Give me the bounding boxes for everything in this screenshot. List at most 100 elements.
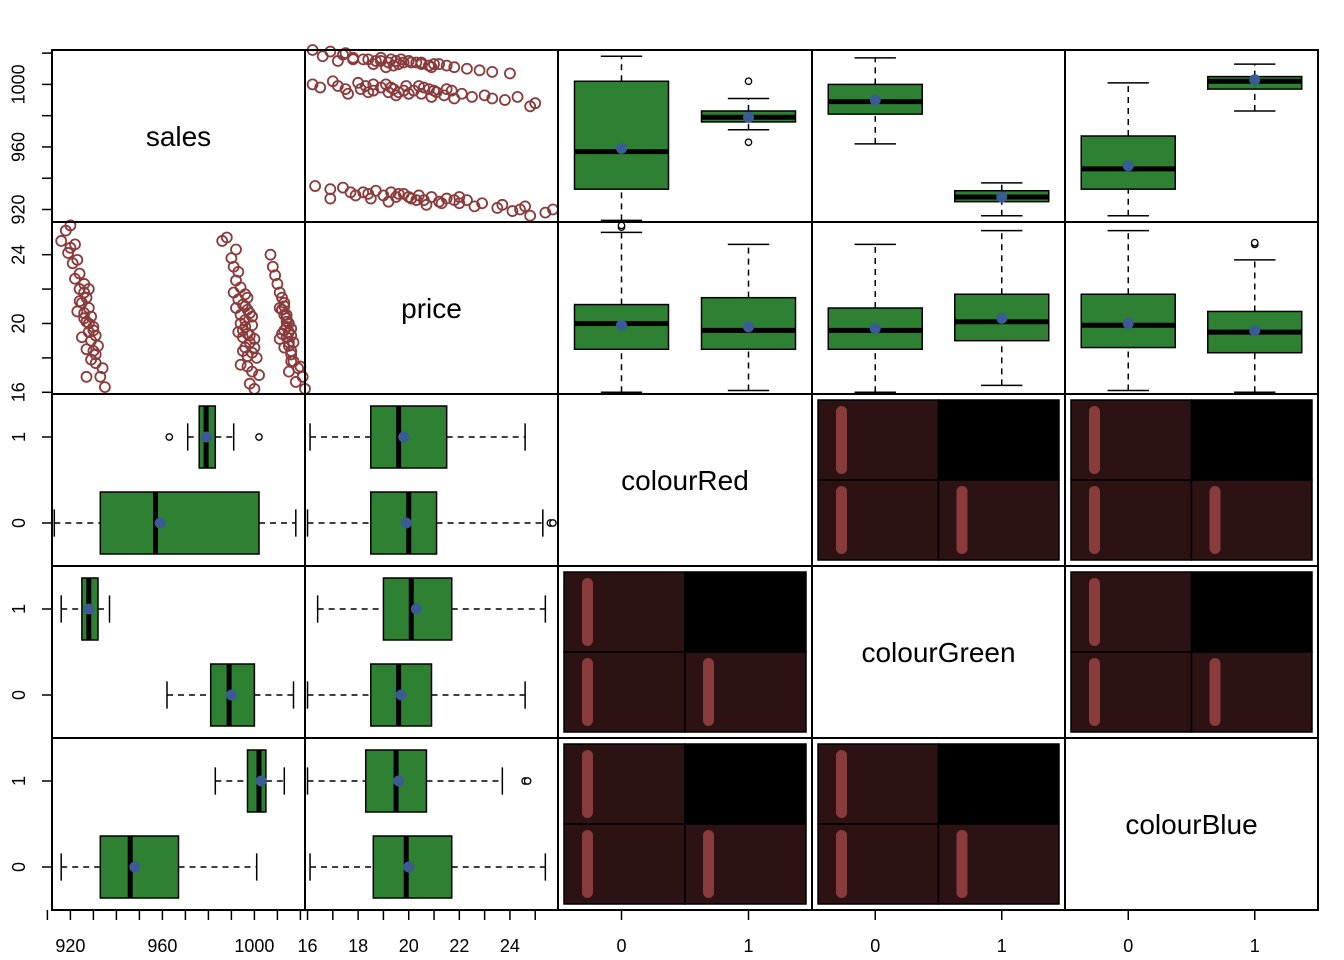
scatter-point [285, 322, 298, 335]
x-tick-label-binary: 1 [1250, 936, 1260, 956]
mosaic-bar-0 [1089, 578, 1100, 646]
mosaic-bar-2 [582, 658, 593, 726]
mean-dot [410, 603, 422, 615]
scatter-point [94, 370, 107, 383]
scatter-point [352, 76, 365, 89]
box-group-0 [573, 80, 670, 190]
x-tick-label-binary: 1 [997, 936, 1007, 956]
scatter-panel-price-vs-sales [306, 44, 559, 222]
scatter-point [418, 81, 430, 94]
mosaic-cell-1 [937, 399, 1060, 481]
y-tick-label-sales: 920 [9, 194, 29, 224]
mosaic-bar-2 [1089, 658, 1100, 726]
mosaic-cell-1 [684, 571, 807, 653]
mosaic-panel-colourGreen-colourBlue [1070, 571, 1313, 733]
mean-dot [200, 431, 212, 443]
scatter-point [402, 87, 415, 100]
x-tick-label-price: 16 [298, 936, 318, 956]
mosaic-bar-0 [836, 750, 847, 818]
outlier-point [165, 433, 174, 441]
mosaic-bar-0 [582, 750, 593, 818]
scatter-point [405, 192, 418, 205]
scatter-point [461, 194, 473, 207]
mean-dot [1122, 160, 1134, 172]
x-tick-label-binary: 1 [743, 936, 753, 956]
mosaic-cell-1 [937, 743, 1060, 825]
scatter-point [324, 192, 337, 205]
mosaic-bar-3 [703, 830, 714, 898]
scatter-point [230, 243, 242, 256]
mean-dot [129, 861, 141, 873]
y-tick-label-binary: 1 [9, 432, 29, 442]
scatter-point [473, 64, 486, 77]
scatter-point [504, 67, 516, 80]
scatter-point [73, 295, 86, 308]
scatter-point [276, 327, 288, 340]
scatter-point [524, 100, 537, 113]
mean-dot [996, 312, 1008, 324]
outlier-point [744, 138, 753, 147]
box-panel-price-by-colourBlue [1080, 229, 1303, 394]
scatter-point [506, 205, 519, 217]
x-tick-label-sales: 960 [147, 936, 177, 956]
y-tick-label-binary: 1 [9, 604, 29, 614]
scatter-point [99, 381, 111, 394]
diagonal-label-price: price [401, 293, 462, 324]
scatter-point [486, 65, 499, 78]
scatter-point [248, 341, 261, 354]
panel-border [51, 221, 306, 395]
scatter-point [453, 191, 466, 203]
scatter-point [80, 343, 93, 356]
scatter-point [278, 341, 291, 354]
scatter-point [78, 312, 91, 325]
mean-dot [83, 603, 95, 615]
scatter-point [466, 91, 478, 103]
scatter-point [425, 61, 438, 74]
x-tick-label-binary: 0 [1123, 936, 1133, 956]
scatter-point [232, 326, 245, 338]
mosaic-bar-0 [836, 406, 847, 474]
mean-dot [616, 319, 627, 331]
scatter-point [89, 348, 102, 361]
box-panel-price-by-colourRed [573, 221, 797, 394]
diagonal-label-colourRed: colourRed [621, 465, 749, 496]
mosaic-panel-colourBlue-colourRed [563, 743, 807, 905]
y-tick-label-sales: 960 [9, 132, 29, 162]
scatter-point [387, 59, 400, 72]
mean-dot [225, 689, 237, 701]
scatter-point [397, 56, 410, 69]
box-panel-colourRed-by-sales [53, 405, 297, 555]
diagonal-label-sales: sales [146, 121, 211, 152]
y-tick-label-price: 24 [9, 245, 29, 265]
scatter-point [64, 219, 77, 232]
mosaic-bar-3 [1209, 658, 1221, 726]
scatter-point [367, 84, 380, 97]
scatter-point [55, 235, 68, 247]
mean-dot [996, 191, 1008, 203]
scatter-point [82, 283, 95, 295]
scatter-point [243, 377, 256, 390]
mean-dot [403, 861, 415, 873]
mosaic-bar-0 [1089, 406, 1100, 474]
scatter-point [514, 203, 526, 216]
scatter-point [306, 78, 319, 91]
mosaic-cell-1 [1190, 399, 1313, 481]
scatter-point [331, 80, 344, 92]
scatter-point [234, 358, 247, 371]
scatter-point [476, 197, 489, 210]
mosaic-panel-colourRed-colourGreen [817, 399, 1060, 561]
mosaic-bar-3 [1209, 486, 1221, 554]
mean-dot [1122, 317, 1134, 329]
x-tick-label-sales: 1000 [234, 936, 274, 956]
scatter-point [324, 45, 337, 58]
scatter-point [440, 59, 453, 72]
scatter-point [309, 180, 322, 192]
x-tick-label-price: 20 [399, 936, 419, 956]
scatter-point [428, 84, 440, 97]
y-tick-label-binary: 0 [9, 862, 29, 872]
scatter-point [433, 195, 445, 208]
scatter-point [496, 198, 509, 211]
scatter-point [273, 302, 286, 314]
mean-dot [395, 689, 407, 701]
